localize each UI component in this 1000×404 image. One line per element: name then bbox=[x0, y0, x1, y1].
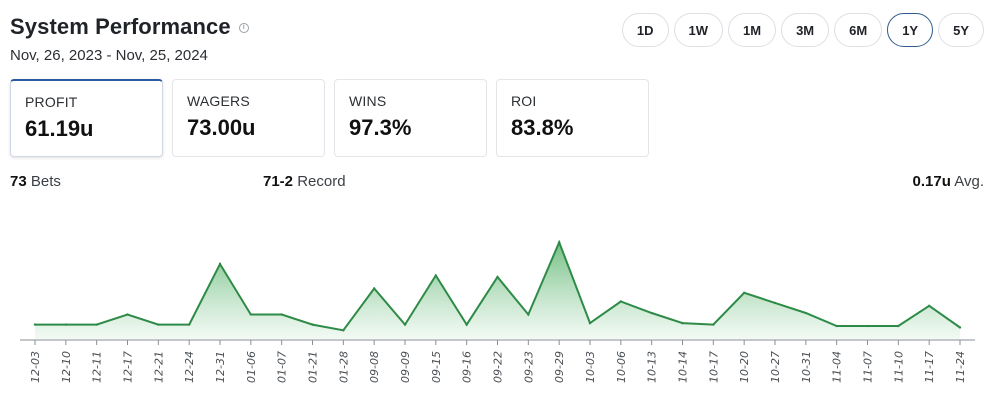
range-button-3m[interactable]: 3M bbox=[781, 13, 830, 47]
x-tick-label: 09-23 bbox=[522, 351, 535, 383]
data-point[interactable] bbox=[64, 323, 68, 326]
x-tick-label: 09-15 bbox=[430, 351, 443, 383]
avg-summary: 0.17u Avg. bbox=[913, 173, 984, 190]
data-point[interactable] bbox=[187, 323, 191, 326]
date-range: Nov, 26, 2023 - Nov, 25, 2024 bbox=[10, 47, 208, 64]
data-point[interactable] bbox=[249, 313, 253, 316]
data-point[interactable] bbox=[218, 262, 222, 266]
x-tick-label: 11-10 bbox=[892, 351, 905, 383]
x-tick-label: 12-24 bbox=[183, 351, 196, 383]
data-point[interactable] bbox=[866, 324, 869, 328]
avg-label: Avg. bbox=[954, 173, 984, 190]
x-tick-label: 12-17 bbox=[122, 351, 135, 383]
data-point[interactable] bbox=[897, 324, 900, 328]
stat-value: 83.8% bbox=[511, 115, 574, 140]
x-tick-label: 10-14 bbox=[677, 351, 690, 383]
range-button-1w[interactable]: 1W bbox=[673, 13, 723, 47]
data-point[interactable] bbox=[927, 304, 931, 308]
stat-cards: PROFIT 61.19u WAGERS 73.00u WINS 97.3% ROI 83.8… bbox=[10, 79, 649, 157]
x-tick-label: 01-28 bbox=[337, 351, 350, 383]
x-tick-label: 12-31 bbox=[214, 351, 227, 383]
data-point[interactable] bbox=[773, 301, 777, 305]
stat-card-wagers[interactable]: WAGERS 73.00u bbox=[172, 79, 325, 157]
data-point[interactable] bbox=[681, 321, 684, 325]
data-point[interactable] bbox=[403, 323, 407, 326]
data-point[interactable] bbox=[311, 323, 314, 326]
stat-label: ROI bbox=[511, 93, 537, 109]
performance-chart: 12-03 12-10 12-11 12-17 12-21 12-24 12-31 01-06… bbox=[20, 239, 975, 383]
data-point[interactable] bbox=[126, 313, 129, 316]
stat-value: 61.19u bbox=[25, 116, 94, 141]
data-point[interactable] bbox=[804, 311, 808, 315]
x-tick-label: 09-22 bbox=[492, 351, 505, 383]
x-tick-label: 11-17 bbox=[923, 351, 936, 383]
range-button-1y[interactable]: 1Y bbox=[887, 13, 934, 47]
x-tick-label: 10-20 bbox=[738, 351, 751, 383]
x-tick-label: 10-03 bbox=[584, 351, 597, 383]
x-tick-label: 01-06 bbox=[245, 351, 258, 383]
data-point[interactable] bbox=[742, 291, 746, 295]
time-range-selector: 1D 1W 1M 3M 6M 1Y 5Y bbox=[621, 13, 984, 47]
x-tick-label: 12-21 bbox=[152, 351, 165, 383]
data-point[interactable] bbox=[496, 275, 499, 279]
x-tick-label: 09-09 bbox=[399, 351, 412, 383]
stat-value: 97.3% bbox=[349, 115, 412, 140]
range-button-1d[interactable]: 1D bbox=[621, 13, 669, 47]
avg-value: 0.17u bbox=[912, 173, 951, 190]
page-header: System Performance i Nov, 26, 2023 - Nov… bbox=[10, 14, 249, 64]
x-tick-label: 12-03 bbox=[29, 351, 42, 383]
x-tick-label: 11-07 bbox=[862, 351, 875, 383]
data-point[interactable] bbox=[342, 329, 345, 332]
data-point[interactable] bbox=[835, 324, 838, 328]
stat-card-profit[interactable]: PROFIT 61.19u bbox=[10, 79, 163, 157]
data-point[interactable] bbox=[650, 311, 653, 315]
x-tick-label: 10-27 bbox=[769, 351, 782, 383]
data-point[interactable] bbox=[619, 300, 623, 303]
bets-count: 73 bbox=[10, 173, 27, 190]
data-point[interactable] bbox=[33, 323, 37, 326]
data-point[interactable] bbox=[712, 323, 715, 326]
x-tick-label: 01-07 bbox=[276, 351, 289, 383]
x-tick-label: 09-29 bbox=[553, 351, 566, 383]
data-point[interactable] bbox=[465, 323, 468, 326]
x-tick-label: 11-24 bbox=[954, 351, 967, 383]
data-point[interactable] bbox=[157, 323, 160, 326]
record-summary: 71-2 Record bbox=[263, 173, 346, 190]
x-tick-label: 09-16 bbox=[461, 351, 474, 383]
data-point[interactable] bbox=[372, 287, 376, 290]
stat-label: PROFIT bbox=[25, 94, 78, 110]
x-tick-label: 11-04 bbox=[831, 351, 844, 383]
data-point[interactable] bbox=[434, 274, 438, 277]
x-tick-label: 09-08 bbox=[368, 351, 381, 383]
data-point[interactable] bbox=[557, 241, 561, 244]
x-tick-label: 10-13 bbox=[646, 351, 659, 383]
x-tick-label: 10-06 bbox=[615, 351, 628, 383]
record-label: Record bbox=[297, 173, 346, 190]
stat-label: WINS bbox=[349, 93, 387, 109]
range-button-5y[interactable]: 5Y bbox=[938, 13, 984, 47]
page-title: System Performance bbox=[10, 14, 231, 39]
stat-value: 73.00u bbox=[187, 115, 256, 140]
x-tick-label: 12-11 bbox=[91, 351, 104, 383]
record-value: 71-2 bbox=[263, 173, 294, 190]
x-tick-label: 10-17 bbox=[707, 351, 720, 383]
title-row: System Performance i bbox=[10, 14, 249, 40]
bets-label: Bets bbox=[30, 173, 61, 190]
data-point[interactable] bbox=[527, 313, 530, 316]
stat-card-roi[interactable]: ROI 83.8% bbox=[496, 79, 649, 157]
x-tick-label: 10-31 bbox=[800, 351, 813, 383]
bets-summary: 73 Bets bbox=[10, 173, 61, 190]
range-button-1m[interactable]: 1M bbox=[728, 13, 777, 47]
x-tick-label: 12-10 bbox=[60, 351, 73, 383]
x-tick-label: 01-21 bbox=[307, 351, 320, 383]
stat-card-wins[interactable]: WINS 97.3% bbox=[334, 79, 487, 157]
info-icon[interactable]: i bbox=[238, 23, 249, 33]
data-point[interactable] bbox=[588, 321, 592, 325]
data-point[interactable] bbox=[95, 323, 98, 326]
stat-label: WAGERS bbox=[187, 93, 250, 109]
range-button-6m[interactable]: 6M bbox=[834, 13, 883, 47]
data-point[interactable] bbox=[280, 313, 283, 316]
data-point[interactable] bbox=[958, 326, 962, 329]
